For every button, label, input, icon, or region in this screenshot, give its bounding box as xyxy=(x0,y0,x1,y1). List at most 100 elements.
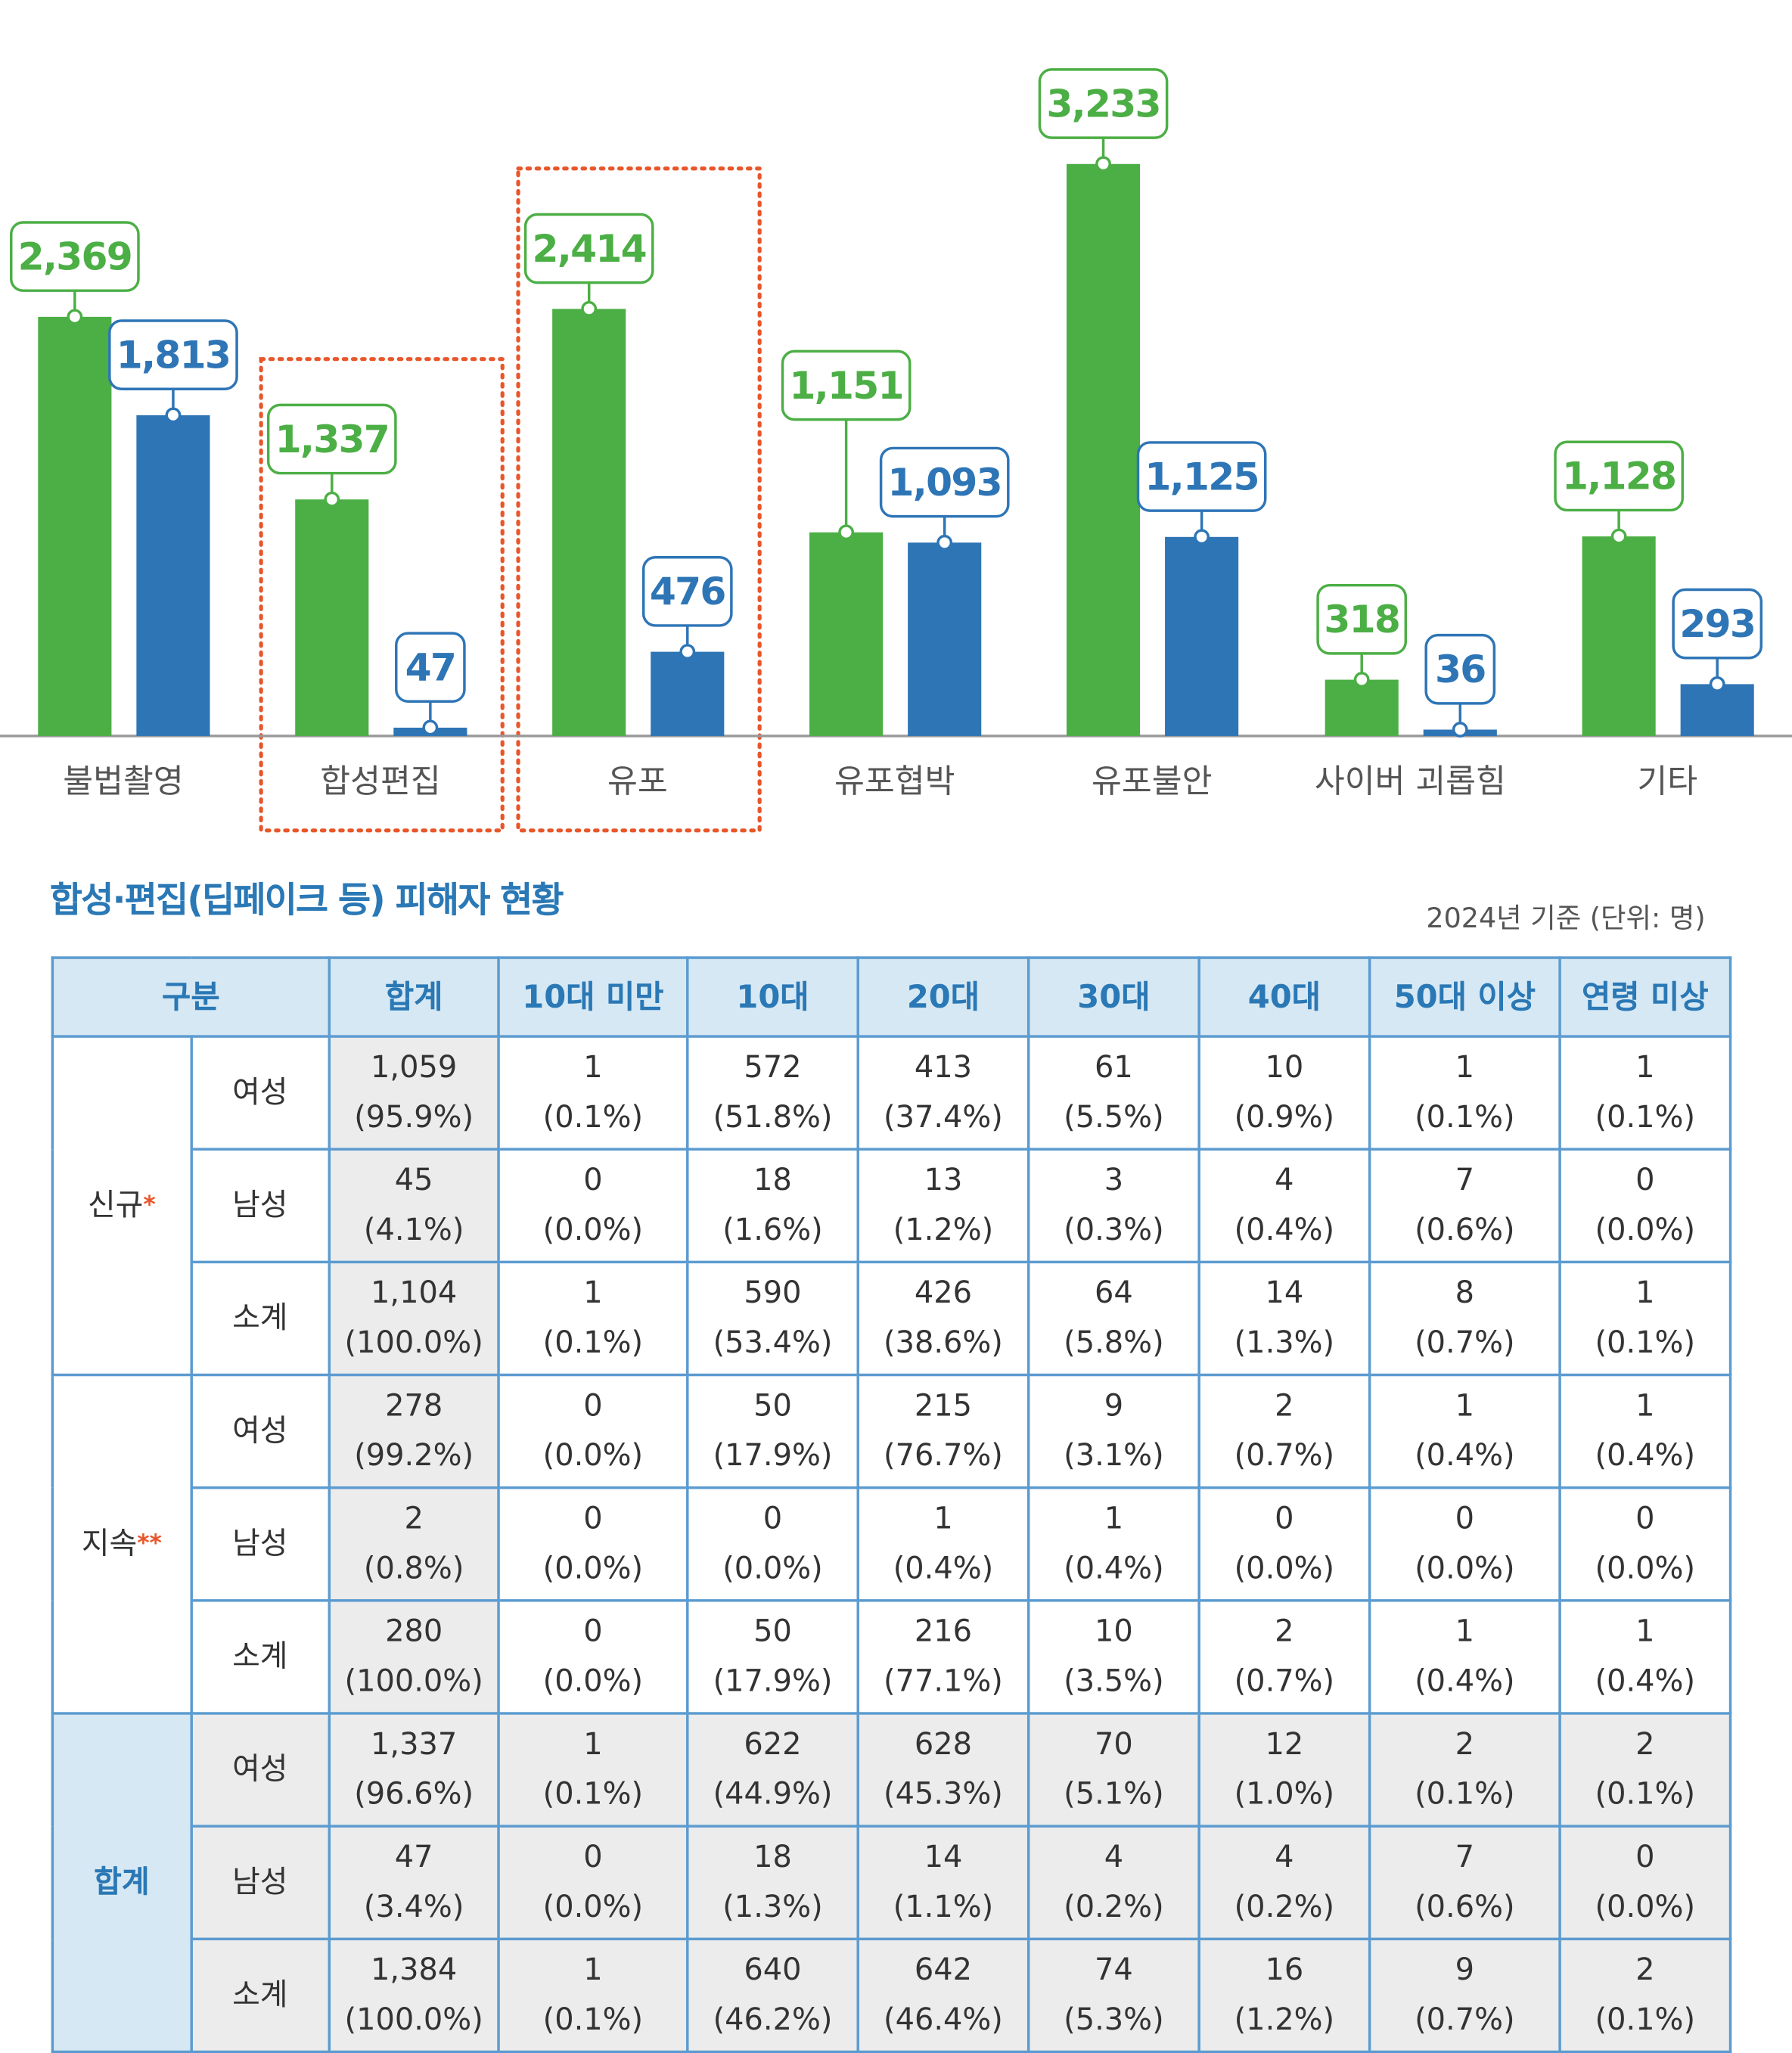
cell-count: 1 xyxy=(1635,1276,1655,1311)
gender-label: 남성 xyxy=(189,1486,331,1602)
cell-percent: (0.1%) xyxy=(1595,2003,1696,2038)
cell-count: 1 xyxy=(583,1276,603,1311)
cell-count: 1 xyxy=(1455,1614,1475,1650)
cell-percent: (0.0%) xyxy=(542,1664,644,1699)
bar xyxy=(1680,684,1754,736)
cell-count: 12 xyxy=(1265,1728,1304,1763)
cell-percent: (99.2%) xyxy=(354,1439,474,1474)
table-row: 남성 47 (3.4%) 0 (0.0%) 18 (1.3%) 14 (1.1%) 4 (0.2%)… xyxy=(52,1825,1732,1941)
cell-percent: (45.3%) xyxy=(884,1777,1003,1812)
cell-percent: (77.1%) xyxy=(884,1664,1003,1699)
category-label: 유포불안 xyxy=(1092,763,1213,801)
data-label-box xyxy=(781,349,912,421)
data-cell: 10 (3.5%) xyxy=(1026,1599,1200,1715)
cell-count: 4 xyxy=(1275,1840,1294,1875)
bar-top-dot xyxy=(1452,722,1468,738)
data-cell: 640 (46.2%) xyxy=(686,1937,859,2053)
column-header: 10대 미만 xyxy=(497,956,689,1038)
cell-count: 18 xyxy=(753,1840,792,1875)
data-label: 2,369 xyxy=(18,234,132,278)
data-cell: 4 (0.2%) xyxy=(1197,1825,1371,1941)
gender-label: 여성 xyxy=(189,1373,331,1489)
header-row: 구분 합계 10대 미만 10대 20대 30대 40대 50대 이상 연령 미상 xyxy=(51,956,1732,1038)
cell-percent: (1.6%) xyxy=(722,1213,823,1248)
group-label: 지속** xyxy=(51,1373,193,1715)
data-label: 1,151 xyxy=(789,363,902,408)
data-cell: 50 (17.9%) xyxy=(686,1373,859,1489)
cell-count: 16 xyxy=(1265,1953,1304,1988)
cell-percent: (0.4%) xyxy=(1415,1439,1515,1474)
data-cell: 1 (0.4%) xyxy=(1368,1373,1561,1489)
cell-count: 13 xyxy=(924,1163,963,1198)
data-label-box xyxy=(266,403,397,475)
cell-percent: (0.4%) xyxy=(1064,1551,1164,1586)
cell-percent: (5.1%) xyxy=(1064,1777,1164,1812)
table-row: 합계 여성 1,337 (96.6%) 1 (0.1%) 622 (44.9%) 628 (45.… xyxy=(51,1712,1732,2053)
table-row: 소계 280 (100.0%) 0 (0.0%) 50 (17.9%) 216 (77.1%) 1… xyxy=(52,1599,1732,1715)
cell-percent: (44.9%) xyxy=(713,1777,833,1812)
cell-percent: (0.2%) xyxy=(1064,1890,1164,1925)
data-cell: 45 (4.1%) xyxy=(328,1148,500,1264)
table-row: 지속** 여성 278 (99.2%) 0 (0.0%) 50 (17.9%) 215 (76.7… xyxy=(51,1373,1732,1715)
cell-percent: (0.4%) xyxy=(893,1551,994,1586)
data-cell: 278 (99.2%) xyxy=(328,1373,500,1489)
gender-label: 소계 xyxy=(189,1937,331,2053)
table-row: 남성 2 (0.8%) 0 (0.0%) 0 (0.0%) 1 (0.4%) 1 (0.4%) 0 (0… xyxy=(52,1486,1732,1602)
data-label-box xyxy=(641,556,733,627)
data-cell: 18 (1.6%) xyxy=(686,1148,859,1264)
data-cell: 1 (0.1%) xyxy=(497,1937,689,2053)
data-cell: 9 (0.7%) xyxy=(1368,1937,1561,2053)
cell-percent: (3.4%) xyxy=(363,1890,464,1925)
gender-label: 소계 xyxy=(189,1260,331,1377)
cell-count: 47 xyxy=(394,1840,433,1875)
cell-percent: (0.1%) xyxy=(1595,1777,1696,1812)
bar-top-dot xyxy=(1709,676,1725,692)
gender-label: 소계 xyxy=(189,1599,331,1715)
cell-count: 0 xyxy=(583,1163,603,1198)
table-title: 합성·편집(딥페이크 등) 피해자 현황 xyxy=(49,880,564,921)
data-label: 1,337 xyxy=(275,417,389,461)
cell-percent: (100.0%) xyxy=(344,1664,483,1699)
data-cell: 0 (0.0%) xyxy=(1558,1825,1732,1941)
data-label: 1,128 xyxy=(1562,454,1676,498)
data-cell: 1,337 (96.6%) xyxy=(328,1712,500,1828)
cell-percent: (0.0%) xyxy=(542,1213,644,1248)
cell-count: 2 xyxy=(1635,1953,1655,1988)
data-cell: 9 (3.1%) xyxy=(1026,1373,1200,1489)
gender-label: 여성 xyxy=(189,1712,331,1828)
cell-percent: (1.0%) xyxy=(1234,1777,1335,1812)
data-cell: 0 (0.0%) xyxy=(1368,1486,1561,1602)
bar xyxy=(136,415,210,736)
cell-count: 1,059 xyxy=(371,1051,458,1086)
cell-percent: (3.1%) xyxy=(1064,1439,1164,1474)
data-cell: 0 (0.0%) xyxy=(1197,1486,1371,1602)
data-cell: 2 (0.1%) xyxy=(1368,1712,1561,1828)
cell-count: 0 xyxy=(1635,1840,1655,1875)
cell-percent: (5.3%) xyxy=(1064,2003,1164,2038)
data-label-box xyxy=(108,319,238,390)
footnote-mark: ** xyxy=(137,1530,162,1558)
data-cell: 13 (1.2%) xyxy=(856,1148,1030,1264)
cell-percent: (4.1%) xyxy=(363,1213,464,1248)
table-row: 신규* 여성 1,059 (95.9%) 1 (0.1%) 572 (51.8%) 413 (37… xyxy=(51,1035,1732,1377)
data-label-box xyxy=(1424,633,1496,705)
bar-top-dot xyxy=(165,407,182,424)
table-row: 소계 1,384 (100.0%) 1 (0.1%) 640 (46.2%) 642 (46.4… xyxy=(52,1937,1732,2053)
data-cell: 2 (0.1%) xyxy=(1558,1937,1732,2053)
cell-percent: (0.7%) xyxy=(1234,1664,1335,1699)
cell-percent: (0.6%) xyxy=(1415,1890,1515,1925)
cell-percent: (0.1%) xyxy=(542,1777,644,1812)
group-label: 신규* xyxy=(51,1035,193,1377)
data-cell: 18 (1.3%) xyxy=(686,1825,859,1941)
cell-percent: (1.2%) xyxy=(893,1213,994,1248)
data-cell: 1,059 (95.9%) xyxy=(328,1035,500,1151)
data-label: 1,125 xyxy=(1144,454,1258,498)
cell-count: 628 xyxy=(914,1728,973,1763)
data-cell: 0 (0.0%) xyxy=(497,1825,689,1941)
data-cell: 426 (38.6%) xyxy=(856,1260,1030,1377)
cell-count: 1 xyxy=(1635,1389,1655,1424)
cell-count: 640 xyxy=(744,1953,802,1988)
data-cell: 8 (0.7%) xyxy=(1368,1260,1561,1377)
cell-percent: (100.0%) xyxy=(344,1326,483,1361)
cell-count: 215 xyxy=(914,1389,973,1424)
